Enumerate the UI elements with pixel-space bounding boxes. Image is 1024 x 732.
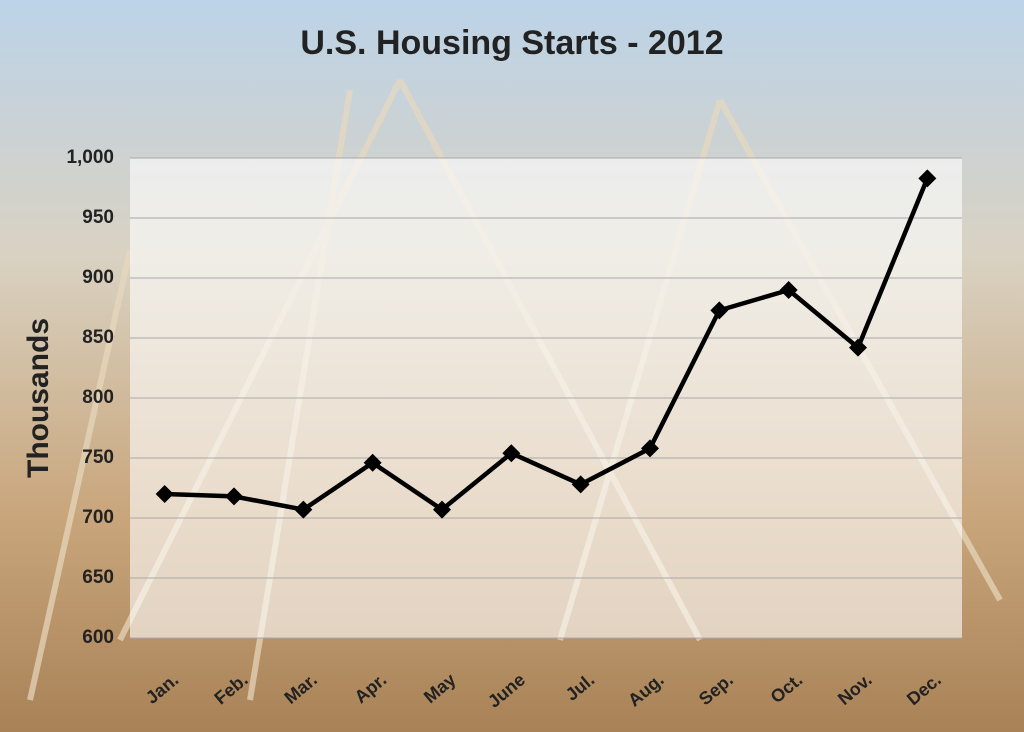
y-tick-label: 700 xyxy=(82,507,114,528)
y-tick-label: 900 xyxy=(82,267,114,288)
y-tick-label: 650 xyxy=(82,567,114,588)
y-tick-label: 600 xyxy=(82,627,114,648)
y-tick-label: 850 xyxy=(82,327,114,348)
y-tick-label: 1,000 xyxy=(66,147,114,168)
y-tick-label: 800 xyxy=(82,387,114,408)
y-tick-label: 750 xyxy=(82,447,114,468)
chart-title: U.S. Housing Starts - 2012 xyxy=(300,24,723,62)
chart: U.S. Housing Starts - 2012 Thousands 600… xyxy=(0,0,1024,732)
y-axis-label: Thousands xyxy=(22,318,55,478)
y-tick-label: 950 xyxy=(82,207,114,228)
